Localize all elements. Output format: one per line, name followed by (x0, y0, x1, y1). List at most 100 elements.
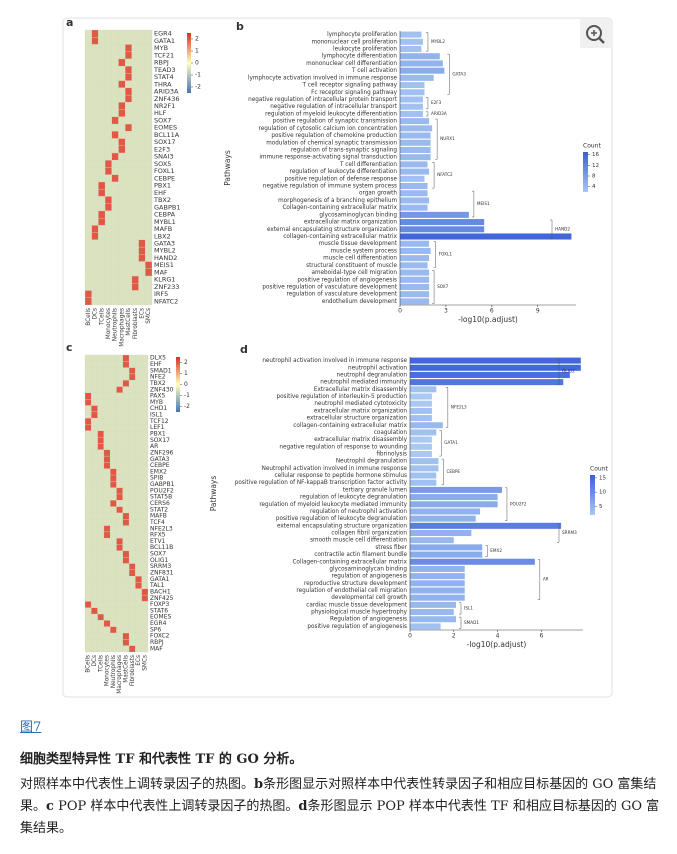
heatmap-cell (141, 462, 149, 469)
heatmap-cell (145, 210, 153, 219)
heatmap-cell (118, 116, 126, 125)
pathway-label: muscle cell differentiation (323, 256, 397, 262)
bar (400, 146, 431, 154)
group-bracket (425, 111, 429, 117)
heatmap-cell (116, 392, 123, 400)
heatmap-cell (141, 645, 149, 653)
heatmap-cell (135, 639, 142, 646)
bar (400, 110, 423, 117)
heatmap-cell (111, 290, 119, 298)
heatmap-cell (91, 557, 98, 564)
heatmap-cell (138, 239, 146, 248)
heatmap-cell (145, 283, 153, 291)
bar (400, 204, 428, 211)
heatmap-cell (135, 531, 142, 539)
heatmap-cell (91, 73, 99, 81)
pathway-label: leukocyte proliferation (333, 47, 397, 53)
column-label: TCells (99, 308, 105, 326)
heatmap-cell (91, 411, 98, 419)
bar (410, 494, 498, 501)
heatmap-cell (122, 582, 130, 589)
heatmap-cell (128, 354, 136, 362)
pathway-label: Extracellular matrix disassembly (314, 387, 408, 393)
zoom-button[interactable] (580, 19, 611, 48)
panel-letter: c (66, 341, 73, 354)
heatmap-cell (138, 283, 146, 291)
heatmap-cell (91, 424, 98, 431)
row-label: ISL1 (150, 412, 163, 419)
heatmap-cell (91, 29, 99, 38)
heatmap-cell (128, 525, 136, 533)
row-label: SRRM3 (150, 563, 171, 570)
pathway-label: positive regulation of defense response (285, 176, 398, 182)
heatmap-cell (118, 268, 126, 277)
heatmap-cell (125, 290, 133, 298)
heatmap-cell (110, 443, 117, 450)
heatmap-cell (122, 632, 130, 640)
heatmap-cell (103, 481, 111, 488)
pathway-label: Fc receptor signaling pathway (311, 90, 398, 96)
heatmap-cell (97, 569, 105, 577)
heatmap-cell (135, 468, 142, 476)
heatmap-cell (91, 58, 99, 67)
heatmap-cell (125, 109, 133, 117)
heatmap-cell (141, 430, 149, 438)
heatmap-cell (84, 254, 92, 262)
heatmap-cell (125, 189, 133, 197)
pathway-label: external encapsulating structure organiz… (267, 227, 397, 233)
pathway-label: collagen fibril organization (331, 531, 407, 537)
heatmap-cell (91, 588, 98, 596)
row-label: BCL11B (150, 544, 173, 551)
heatmap-cell (91, 239, 99, 248)
heatmap-cell (118, 210, 126, 219)
heatmap-cell (128, 550, 136, 558)
heatmap-cell (98, 275, 106, 284)
heatmap-cell (84, 474, 92, 482)
caption-text: 对照样本中代表性上调转录因子的热图。 (20, 777, 255, 792)
heatmap-cell (141, 594, 149, 602)
heatmap-cell (116, 576, 123, 583)
column-label: BCells (86, 655, 92, 673)
heatmap-cell (131, 29, 139, 38)
heatmap-cell (111, 232, 119, 241)
heatmap-cell (125, 66, 133, 74)
heatmap-cell (103, 399, 111, 406)
heatmap-cell (125, 181, 133, 190)
heatmap-cell (138, 261, 146, 269)
heatmap-cell (91, 361, 98, 368)
heatmap-cell (97, 645, 105, 653)
bar (400, 190, 428, 197)
bar (410, 415, 432, 422)
group-label: SMAD1 (464, 620, 479, 625)
heatmap-cell (135, 493, 142, 501)
heatmap-cell (135, 582, 142, 589)
heatmap-cell (97, 443, 105, 450)
heatmap-cell (91, 160, 99, 168)
heatmap-cell (103, 418, 111, 425)
zoom-handle[interactable] (598, 37, 605, 44)
heatmap-cell (97, 632, 105, 640)
heatmap-cell (111, 203, 119, 212)
heatmap-cell (103, 443, 111, 450)
figure-link[interactable]: 图7 (20, 720, 42, 735)
heatmap-cell (122, 361, 130, 368)
heatmap-cell (125, 160, 133, 168)
heatmap-cell (110, 405, 117, 413)
heatmap-cell (97, 436, 105, 444)
row-label: BACH1 (150, 588, 171, 595)
heatmap-cell (131, 102, 139, 110)
heatmap-cell (98, 73, 106, 81)
heatmap-cell (84, 430, 92, 438)
zoom-icon[interactable] (586, 25, 602, 41)
row-label: IRF5 (154, 290, 168, 298)
heatmap-cell (122, 639, 130, 646)
group-bracket (471, 190, 475, 218)
group-bracket (458, 616, 462, 629)
heatmap-cell (135, 411, 142, 419)
bar (400, 31, 422, 38)
heatmap-cell (125, 210, 133, 219)
heatmap-cell (97, 512, 105, 520)
pathway-label: collagen-containing extracellular matrix (293, 423, 407, 429)
group-bracket (435, 118, 438, 160)
group-bracket (485, 545, 488, 557)
